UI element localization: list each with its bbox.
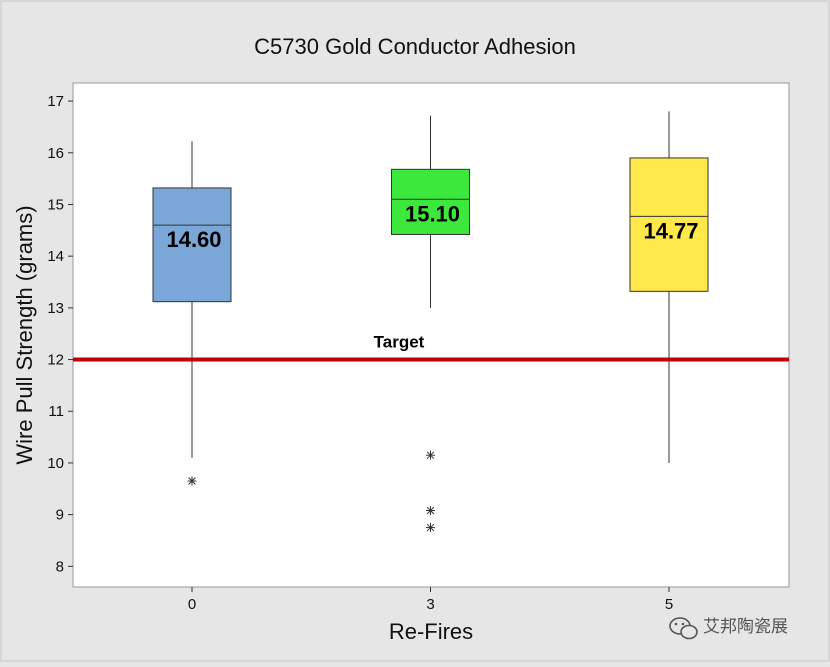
box-group-0: 14.60 [152,141,232,486]
watermark-text: 艾邦陶瓷展 [703,617,788,636]
y-tick-label: 17 [47,93,64,110]
outlier-point [426,505,435,515]
y-tick-label: 15 [47,196,64,213]
box-iqr [629,157,709,292]
y-tick-label: 11 [48,403,64,420]
outlier-point [187,476,197,486]
x-tick-label: 5 [665,596,673,613]
y-tick-label: 16 [47,145,64,162]
x-axis-label: Re-Fires [389,619,473,644]
y-tick-label: 13 [47,300,64,317]
y-tick-label: 9 [56,507,64,524]
median-label: 14.77 [643,218,698,243]
box-iqr [391,168,470,235]
wechat-icon [669,617,698,640]
y-tick-label: 12 [47,352,64,369]
watermark: 艾邦陶瓷展 [669,617,788,640]
y-tick-label: 14 [47,248,64,265]
y-tick-label: 8 [56,558,64,575]
outlier-point [426,523,435,533]
target-reference: Target [73,333,789,362]
median-label: 14.60 [166,227,221,252]
target-label: Target [374,333,425,352]
x-tick-label: 0 [188,596,196,613]
box-iqr [152,187,232,303]
y-axis-label: Wire Pull Strength (grams) [12,205,37,464]
chart-title: C5730 Gold Conductor Adhesion [254,34,576,59]
x-tick-label: 3 [426,596,434,613]
y-tick-label: 10 [47,455,64,472]
outlier-point [426,450,435,460]
y-axis: 8 9 10 11 12 13 14 15 16 17 [47,93,73,575]
median-label: 15.10 [405,201,460,226]
box-group-5: 14.77 [629,111,709,463]
box-group-3: 15.10 [391,115,470,533]
x-axis: 0 3 5 [188,587,673,613]
box-series: 14.60 15.10 14.77 [152,111,709,533]
